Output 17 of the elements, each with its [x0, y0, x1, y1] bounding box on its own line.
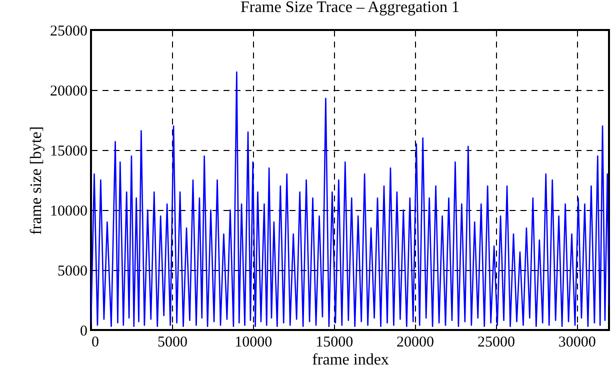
x-tick-label: 0	[92, 334, 99, 350]
y-tick-label: 20000	[50, 84, 88, 100]
x-tick-label: 15000	[316, 334, 354, 350]
x-tick-label: 5000	[157, 334, 188, 350]
y-tick-label: 25000	[50, 24, 88, 40]
line-series	[91, 71, 609, 328]
y-tick-label: 5000	[58, 264, 88, 280]
x-tick-label: 10000	[234, 334, 272, 350]
x-tick-label: 20000	[396, 334, 434, 350]
x-axis-title: frame index	[312, 352, 389, 368]
y-tick-label: 0	[80, 324, 88, 340]
y-axis-title: frame size [byte]	[28, 126, 45, 235]
x-tick-label: 30000	[558, 334, 596, 350]
x-tick-label: 25000	[477, 334, 515, 350]
y-tick-label: 10000	[50, 204, 88, 220]
y-tick-label: 15000	[50, 144, 88, 160]
chart-title: Frame Size Trace – Aggregation 1	[240, 0, 460, 16]
